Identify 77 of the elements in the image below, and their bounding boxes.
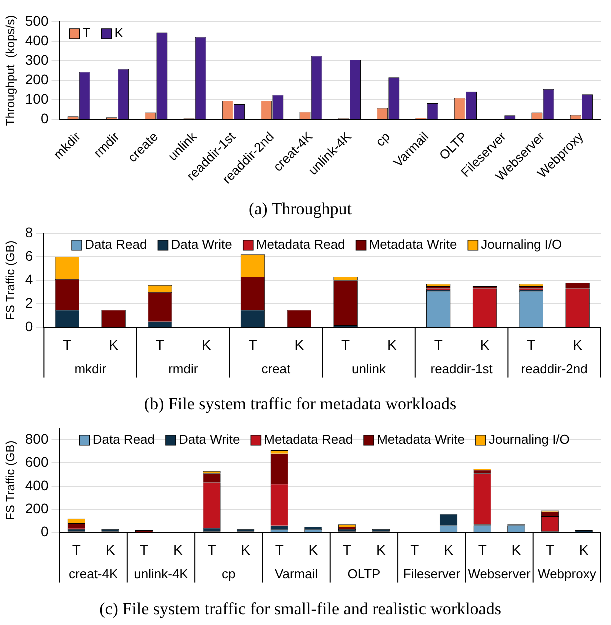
y-axis-title: Throughput (kops/s) xyxy=(4,15,18,126)
x-tick-label: K xyxy=(241,542,252,558)
y-tick-label: 400 xyxy=(25,477,49,494)
x-tick-label: T xyxy=(342,337,351,354)
x-tick-label: T xyxy=(208,542,217,558)
x-tick-label: K xyxy=(106,542,116,558)
x-tick-label: T xyxy=(343,542,352,558)
x-tick-label: K xyxy=(579,542,590,558)
x-tick-label: K xyxy=(173,542,184,558)
x-tick-label: K xyxy=(109,337,120,354)
text: (c) File system traffic for small-file and realistic workloads xyxy=(100,599,502,618)
text: unlink-4K xyxy=(134,566,189,582)
y-tick-label: 6 xyxy=(25,248,34,264)
x-tick-label: K xyxy=(202,337,212,354)
y-tick-label: 8 xyxy=(25,224,34,240)
x-tick-label: K xyxy=(308,542,319,558)
y-tick-label: 0 xyxy=(40,110,49,126)
legend-label: Data Write xyxy=(179,432,240,447)
y-tick-label: 300 xyxy=(25,52,49,68)
text: unlink xyxy=(352,361,386,376)
x-tick-label: T xyxy=(527,337,536,354)
y-tick-label: 100 xyxy=(25,90,49,107)
y-axis-title: FS Traffic (GB) xyxy=(4,240,18,320)
legend-label: Journaling I/O xyxy=(481,236,562,252)
text: mkdir xyxy=(74,361,108,376)
x-tick-label: K xyxy=(512,542,522,558)
text: (a) Throughput xyxy=(248,199,352,218)
x-tick-label: T xyxy=(156,337,165,354)
x-tick-label: K xyxy=(388,337,398,354)
y-tick-label: 600 xyxy=(25,454,49,470)
x-tick-label: T xyxy=(275,542,284,558)
text: readdir-1st xyxy=(430,361,494,376)
x-tick-label: T xyxy=(546,542,555,558)
y-tick-label: 0 xyxy=(40,524,49,540)
text: (b) File system traffic for metadata workloads xyxy=(144,394,457,414)
legend-label: Data Write xyxy=(171,236,232,252)
x-tick-label: T xyxy=(248,337,258,354)
y-tick-label: 4 xyxy=(25,271,34,288)
text: readdir-2nd xyxy=(521,361,588,376)
x-tick-label: T xyxy=(434,337,444,354)
y-axis-title: FS Traffic (GB) xyxy=(4,440,18,520)
text: OLTP xyxy=(348,566,381,582)
x-tick-label: K xyxy=(573,337,584,354)
x-tick-label: K xyxy=(480,337,490,354)
text: creat-4K xyxy=(69,566,118,582)
x-tick-label: K xyxy=(294,337,305,354)
text: rmdir xyxy=(168,361,199,376)
x-tick-label: T xyxy=(478,542,488,558)
text: Webserver xyxy=(468,566,532,582)
legend-label: Data Read xyxy=(85,236,148,252)
x-tick-label: T xyxy=(140,542,150,558)
x-tick-label: T xyxy=(63,337,72,354)
y-tick-label: 2 xyxy=(25,295,34,312)
y-tick-label: 0 xyxy=(25,318,34,335)
legend-label: Metadata Read xyxy=(256,236,346,252)
text: Fileserver xyxy=(403,566,462,582)
y-tick-label: 500 xyxy=(25,12,49,29)
y-tick-label: 800 xyxy=(25,430,49,447)
text: Varmail xyxy=(274,566,318,582)
text: Webproxy xyxy=(538,566,597,582)
y-tick-label: 400 xyxy=(25,32,49,48)
legend-label: Data Read xyxy=(92,432,156,447)
legend-label: Metadata Write xyxy=(377,432,465,447)
x-tick-label: K xyxy=(444,542,454,558)
x-tick-label: K xyxy=(376,542,386,558)
legend-label: K xyxy=(114,26,124,41)
text: creat xyxy=(262,361,292,376)
y-tick-label: 200 xyxy=(25,500,49,516)
text: cp xyxy=(222,566,236,582)
y-tick-label: 200 xyxy=(25,71,49,88)
legend-label: Journaling I/O xyxy=(488,432,570,447)
x-tick-label: T xyxy=(72,542,82,558)
x-tick-label: T xyxy=(410,542,420,558)
legend-label: T xyxy=(82,26,91,41)
x-tick-label: cp xyxy=(372,129,394,150)
legend-label: Metadata Write xyxy=(369,236,458,252)
legend-label: Metadata Read xyxy=(264,432,354,447)
